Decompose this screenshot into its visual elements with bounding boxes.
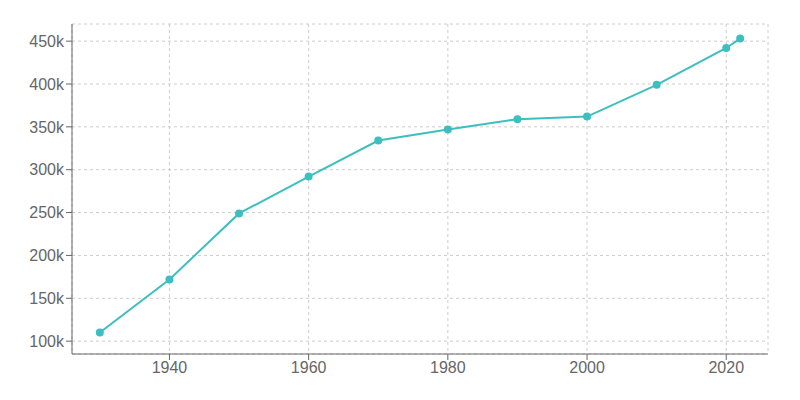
svg-text:450k: 450k [29, 33, 65, 50]
svg-text:100k: 100k [29, 333, 65, 350]
svg-text:350k: 350k [29, 119, 65, 136]
svg-text:1960: 1960 [291, 359, 327, 376]
svg-text:2020: 2020 [708, 359, 744, 376]
svg-text:150k: 150k [29, 290, 65, 307]
svg-text:1980: 1980 [430, 359, 466, 376]
svg-text:2000: 2000 [569, 359, 605, 376]
svg-text:300k: 300k [29, 161, 65, 178]
svg-text:250k: 250k [29, 204, 65, 221]
svg-text:1940: 1940 [152, 359, 188, 376]
svg-text:400k: 400k [29, 76, 65, 93]
svg-text:200k: 200k [29, 247, 65, 264]
